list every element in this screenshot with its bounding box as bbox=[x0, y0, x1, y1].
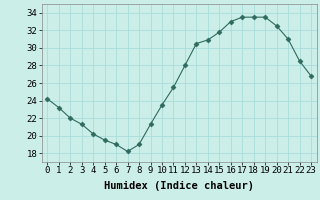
X-axis label: Humidex (Indice chaleur): Humidex (Indice chaleur) bbox=[104, 181, 254, 191]
